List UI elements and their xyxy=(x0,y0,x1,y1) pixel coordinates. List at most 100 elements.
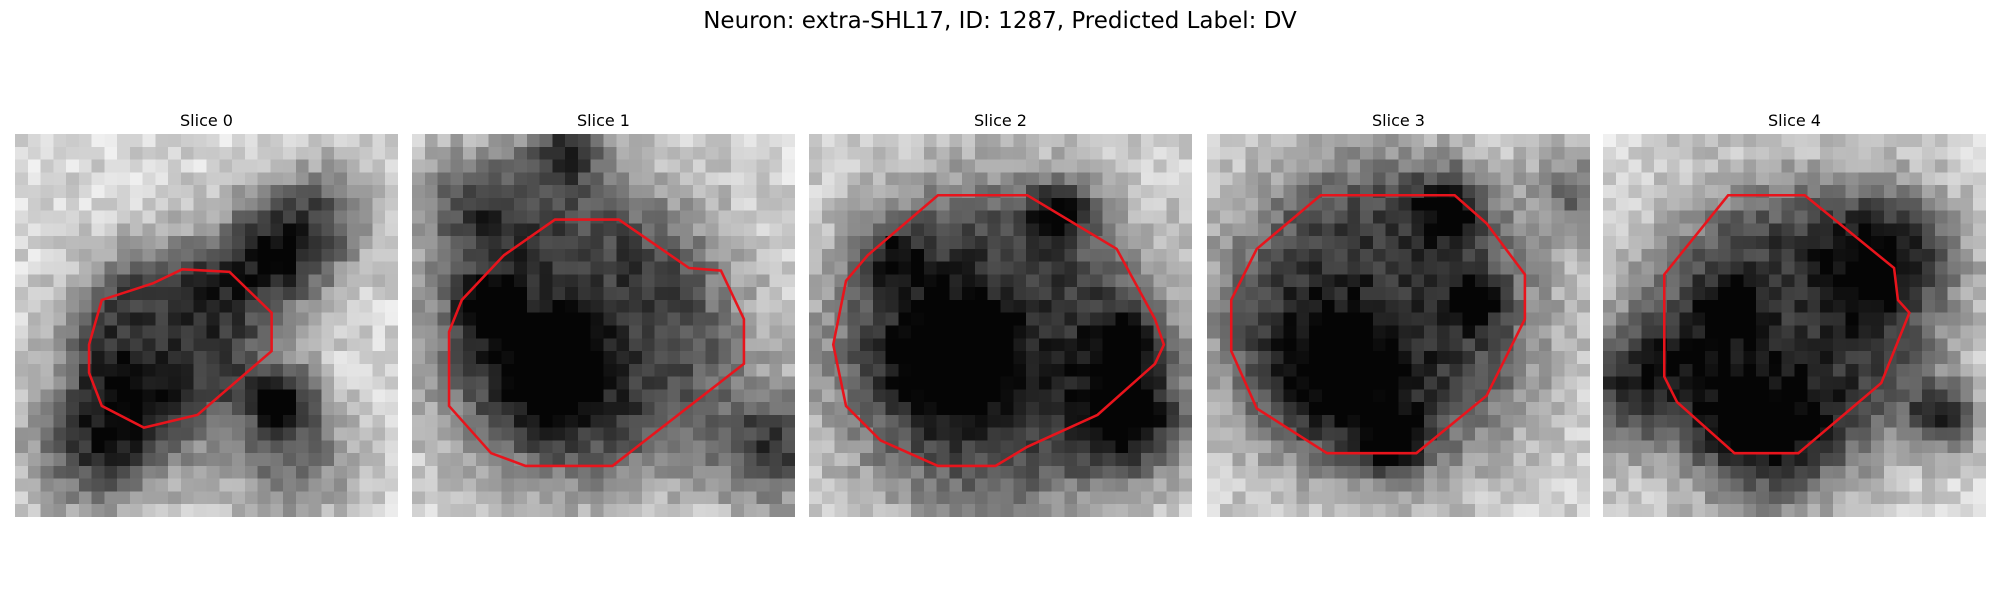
pixel xyxy=(1883,389,1897,403)
pixel xyxy=(809,287,823,301)
pixel xyxy=(155,172,169,186)
pixel xyxy=(1360,402,1374,416)
pixel xyxy=(475,312,489,326)
pixel xyxy=(526,325,540,339)
pixel xyxy=(1245,159,1259,173)
pixel xyxy=(1179,363,1192,377)
pixel xyxy=(219,504,233,517)
pixel xyxy=(1258,478,1272,492)
pixel xyxy=(1705,325,1719,339)
pixel xyxy=(1628,299,1642,313)
pixel xyxy=(129,478,143,492)
pixel xyxy=(1692,261,1706,275)
pixel xyxy=(1296,427,1310,441)
pixel xyxy=(1219,414,1233,428)
pixel xyxy=(1538,414,1552,428)
pixel xyxy=(743,146,757,160)
pixel xyxy=(847,427,861,441)
pixel xyxy=(168,427,182,441)
pixel xyxy=(1232,440,1246,454)
pixel xyxy=(1487,210,1501,224)
pixel xyxy=(539,491,553,505)
pixel xyxy=(1743,504,1757,517)
pixel xyxy=(1768,312,1782,326)
pixel xyxy=(501,299,515,313)
pixel xyxy=(1245,223,1259,237)
pixel xyxy=(1334,376,1348,390)
pixel xyxy=(718,402,732,416)
pixel xyxy=(603,478,617,492)
pixel xyxy=(168,248,182,262)
pixel xyxy=(539,414,553,428)
pixel xyxy=(1360,236,1374,250)
pixel xyxy=(412,376,426,390)
pixel xyxy=(1013,210,1027,224)
pixel xyxy=(1232,312,1246,326)
pixel xyxy=(1551,491,1565,505)
pixel xyxy=(66,402,80,416)
pixel xyxy=(1871,376,1885,390)
pixel xyxy=(40,325,54,339)
pixel xyxy=(1628,159,1642,173)
pixel xyxy=(193,363,207,377)
pixel xyxy=(104,389,118,403)
pixel xyxy=(1896,338,1910,352)
pixel xyxy=(1166,453,1180,467)
pixel xyxy=(1896,453,1910,467)
pixel xyxy=(1922,134,1936,148)
pixel xyxy=(847,146,861,160)
pixel xyxy=(1717,440,1731,454)
pixel xyxy=(475,453,489,467)
pixel xyxy=(1526,185,1540,199)
pixel xyxy=(1845,185,1859,199)
pixel xyxy=(1128,261,1142,275)
pixel xyxy=(769,402,783,416)
pixel xyxy=(308,504,322,517)
pixel xyxy=(1207,185,1221,199)
pixel xyxy=(565,440,579,454)
pixel xyxy=(308,427,322,441)
pixel xyxy=(718,478,732,492)
pixel xyxy=(270,504,284,517)
pixel xyxy=(1794,248,1808,262)
pixel xyxy=(885,274,899,288)
pixel xyxy=(1500,414,1514,428)
pixel xyxy=(1115,491,1129,505)
pixel xyxy=(885,414,899,428)
pixel xyxy=(40,402,54,416)
pixel xyxy=(821,210,835,224)
pixel xyxy=(232,223,246,237)
pixel xyxy=(616,478,630,492)
pixel xyxy=(385,299,398,313)
pixel xyxy=(923,376,937,390)
pixel xyxy=(692,197,706,211)
pixel xyxy=(1781,338,1795,352)
pixel xyxy=(1449,376,1463,390)
pixel xyxy=(641,312,655,326)
pixel xyxy=(1832,414,1846,428)
pixel xyxy=(949,504,963,517)
pixel xyxy=(1717,453,1731,467)
pixel xyxy=(565,402,579,416)
pixel xyxy=(514,325,528,339)
pixel xyxy=(1334,159,1348,173)
pixel xyxy=(1730,414,1744,428)
pixel xyxy=(219,236,233,250)
pixel xyxy=(232,197,246,211)
pixel xyxy=(1883,223,1897,237)
pixel xyxy=(1487,223,1501,237)
pixel xyxy=(1794,465,1808,479)
pixel xyxy=(1641,325,1655,339)
pixel xyxy=(936,248,950,262)
pixel xyxy=(949,363,963,377)
pixel xyxy=(1398,504,1412,517)
pixel xyxy=(1743,287,1757,301)
pixel xyxy=(283,236,297,250)
pixel xyxy=(1794,351,1808,365)
pixel xyxy=(974,376,988,390)
pixel xyxy=(885,465,899,479)
pixel xyxy=(1538,236,1552,250)
pixel xyxy=(1934,159,1948,173)
pixel xyxy=(372,261,386,275)
pixel xyxy=(872,146,886,160)
